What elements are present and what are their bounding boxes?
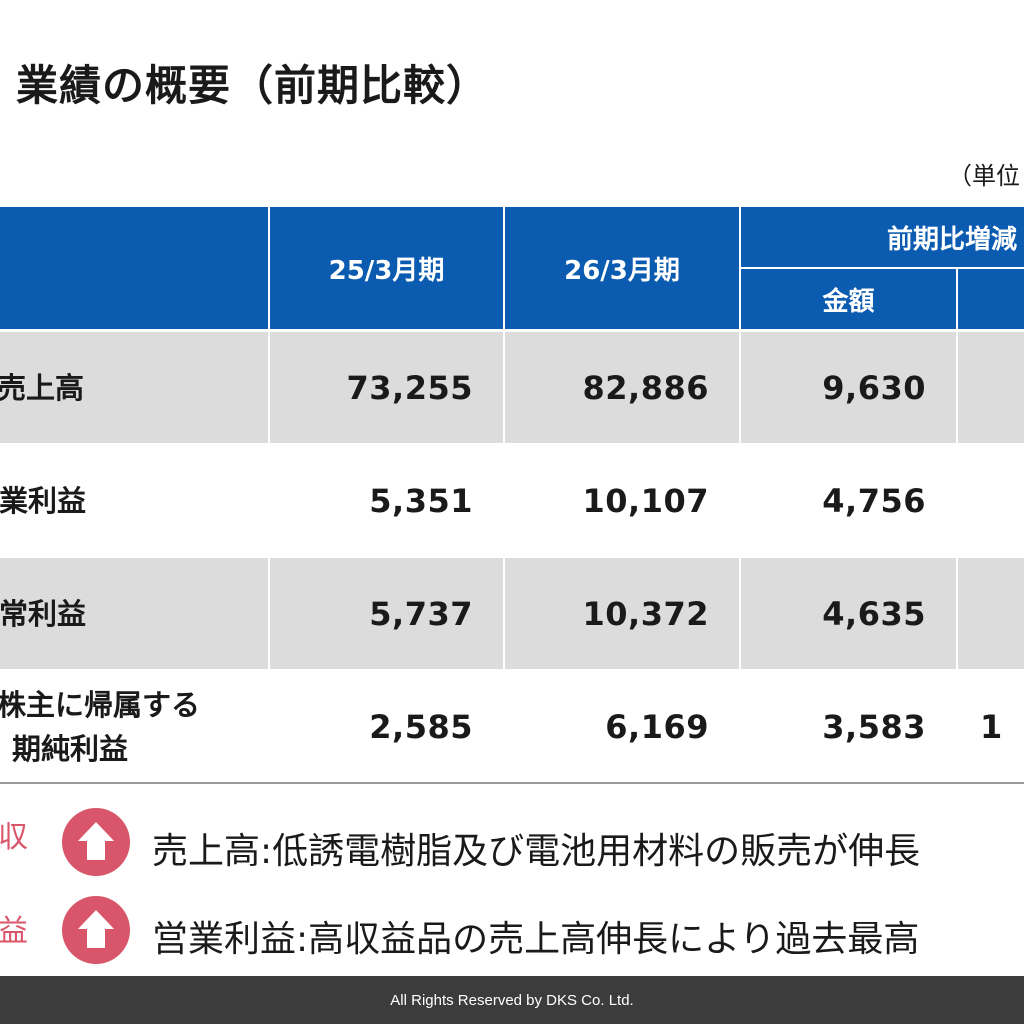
footer-copyright: All Rights Reserved by DKS Co. Ltd. <box>390 991 634 1009</box>
row2-amount-value: 4,756 <box>741 445 956 556</box>
row4-period1-value: 2,585 <box>270 671 503 782</box>
table-bottom-rule <box>0 782 1024 784</box>
row4-rate-value: 1 <box>958 671 1024 782</box>
row-label-text: 経常利益 <box>0 596 87 631</box>
row1-rate-value <box>958 332 1024 443</box>
row3-rate-value <box>958 558 1024 669</box>
row-label-text: 営業利益 <box>0 483 87 518</box>
row1-amount-value: 9,630 <box>741 332 956 443</box>
header-change-group: 前期比増減 <box>741 207 1024 267</box>
header-rate <box>958 269 1024 329</box>
row3-amount-value: 4,635 <box>741 558 956 669</box>
row1-period1-value: 73,255 <box>270 332 503 443</box>
unit-note: （単位 <box>948 162 1020 190</box>
header-period1: 25/3月期 <box>270 207 503 329</box>
footer: All Rights Reserved by DKS Co. Ltd. <box>0 976 1024 1024</box>
row-label-net-sales: 売上高 <box>0 332 268 443</box>
bullet-tag-revenue: 収 <box>0 820 28 855</box>
row2-period2-value: 10,107 <box>505 445 739 556</box>
header-amount: 金額 <box>741 269 956 329</box>
row-label-text-line2: 期純利益 <box>12 731 129 766</box>
header-blank-cell <box>0 207 268 329</box>
row4-period2-value: 6,169 <box>505 671 739 782</box>
row-label-text-line1: 株主に帰属する <box>0 687 201 722</box>
bullet-tag-profit: 益 <box>0 914 28 949</box>
row-label-text: 売上高 <box>0 370 85 405</box>
header-period2: 26/3月期 <box>505 207 739 329</box>
row1-period2-value: 82,886 <box>505 332 739 443</box>
row3-period1-value: 5,737 <box>270 558 503 669</box>
row4-amount-value: 3,583 <box>741 671 956 782</box>
up-arrow-icon <box>62 808 130 876</box>
bullet-text-profit: 営業利益:高収益品の売上高伸長により過去最高 <box>152 919 920 960</box>
row2-rate-value <box>958 445 1024 556</box>
page-title: 業績の概要（前期比較） <box>16 61 490 110</box>
header-change-group-label: 前期比増減 <box>887 224 1018 255</box>
up-arrow-icon <box>62 896 130 964</box>
row-label-operating-profit: 営業利益 <box>0 445 268 556</box>
row2-period1-value: 5,351 <box>270 445 503 556</box>
row-label-ordinary-profit: 経常利益 <box>0 558 268 669</box>
row3-period2-value: 10,372 <box>505 558 739 669</box>
row-label-net-income: 株主に帰属する 期純利益 <box>0 671 268 782</box>
bullet-text-revenue: 売上高:低誘電樹脂及び電池用材料の販売が伸長 <box>152 831 921 872</box>
